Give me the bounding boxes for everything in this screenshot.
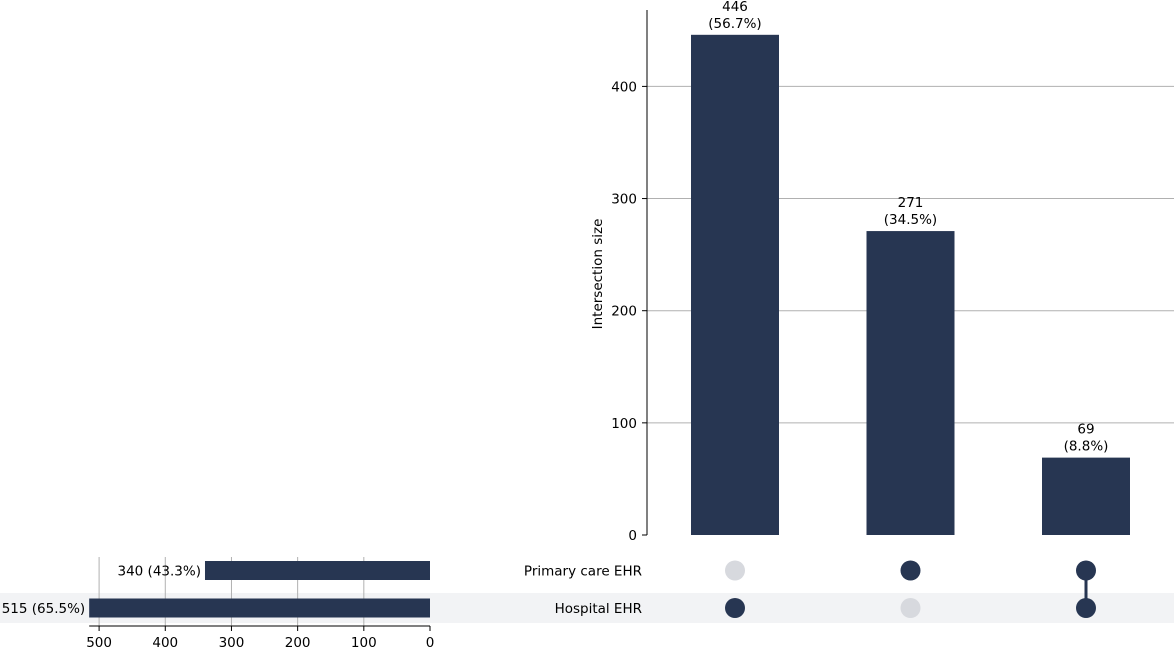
set-size-bar	[204, 561, 430, 580]
set-x-tick-label: 500	[86, 635, 112, 650]
set-size-bar	[89, 598, 430, 618]
intersection-labels: 446(56.7%) 271(34.5%) 69(8.8%)	[708, 0, 1108, 455]
set-x-tick-label: 300	[219, 635, 245, 650]
matrix-dot-inactive	[725, 560, 745, 581]
intersection-percent-label: (8.8%)	[1064, 439, 1109, 455]
set-size-bars: 340 (43.3%) 515 (65.5%)	[2, 561, 430, 618]
intersection-bar	[1042, 457, 1130, 535]
intersection-y-axis: 0 100 200 300 400	[611, 10, 648, 544]
intersection-bar	[866, 231, 955, 536]
y-tick-label: 400	[611, 79, 637, 95]
set-name-label: Hospital EHR	[555, 601, 642, 617]
set-x-tick-label: 100	[351, 635, 377, 650]
matrix-dot-active	[900, 560, 921, 581]
y-tick-label: 300	[611, 192, 637, 208]
matrix-dot-inactive	[900, 598, 921, 618]
intersection-bars	[691, 34, 1130, 536]
y-tick-label: 0	[628, 528, 637, 544]
matrix-dot-active	[725, 598, 745, 618]
set-names: Primary care EHR Hospital EHR	[524, 564, 642, 618]
intersection-count-label: 446	[722, 0, 748, 15]
set-size-label: 515 (65.5%)	[2, 601, 85, 617]
matrix-dot-active	[1076, 598, 1096, 618]
matrix-dot-active	[1076, 560, 1096, 581]
intersection-count-label: 271	[898, 195, 924, 211]
y-tick-label: 100	[611, 416, 637, 432]
intersection-percent-label: (34.5%)	[884, 212, 937, 228]
set-name-label: Primary care EHR	[524, 564, 642, 580]
set-x-tick-label: 400	[152, 635, 178, 650]
intersection-bar	[691, 34, 779, 535]
intersection-count-label: 69	[1077, 422, 1094, 438]
set-x-tick-label: 200	[285, 635, 311, 650]
y-tick-label: 200	[611, 304, 637, 320]
set-size-label: 340 (43.3%)	[118, 564, 201, 580]
set-size-x-axis: 500 400 300 200 100 0	[86, 625, 435, 650]
y-axis-title: Intersection size	[590, 219, 606, 330]
set-x-tick-label: 0	[426, 635, 435, 650]
membership-matrix	[725, 560, 1096, 618]
intersection-percent-label: (56.7%)	[708, 16, 761, 32]
